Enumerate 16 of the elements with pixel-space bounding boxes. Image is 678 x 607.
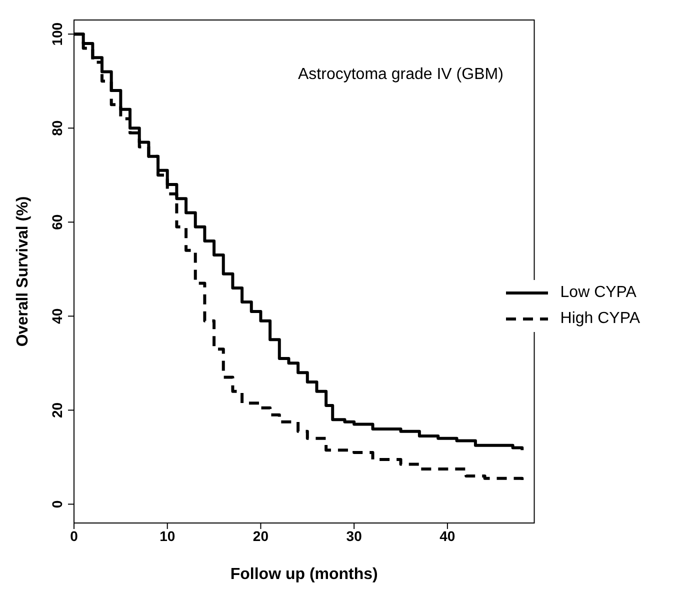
legend-label: High CYPA — [560, 308, 640, 328]
y-axis-title: Overall Survival (%) — [14, 196, 32, 347]
y-tick-label: 40 — [49, 308, 65, 324]
x-tick-label: 30 — [346, 528, 362, 544]
legend-label: Low CYPA — [560, 282, 636, 302]
y-tick-label: 0 — [49, 500, 65, 508]
y-tick-label: 20 — [49, 402, 65, 418]
x-tick-label: 10 — [160, 528, 176, 544]
y-tick-label: 80 — [49, 120, 65, 136]
x-tick-label: 20 — [252, 528, 269, 544]
x-tick-label: 0 — [70, 528, 78, 544]
y-tick-label: 60 — [49, 214, 65, 230]
text: Astrocytoma grade IV (GBM) — [298, 66, 504, 84]
x-axis-title: Follow up (months) — [230, 566, 378, 583]
y-tick-label: 100 — [49, 22, 65, 46]
x-tick-label: 40 — [440, 528, 456, 544]
